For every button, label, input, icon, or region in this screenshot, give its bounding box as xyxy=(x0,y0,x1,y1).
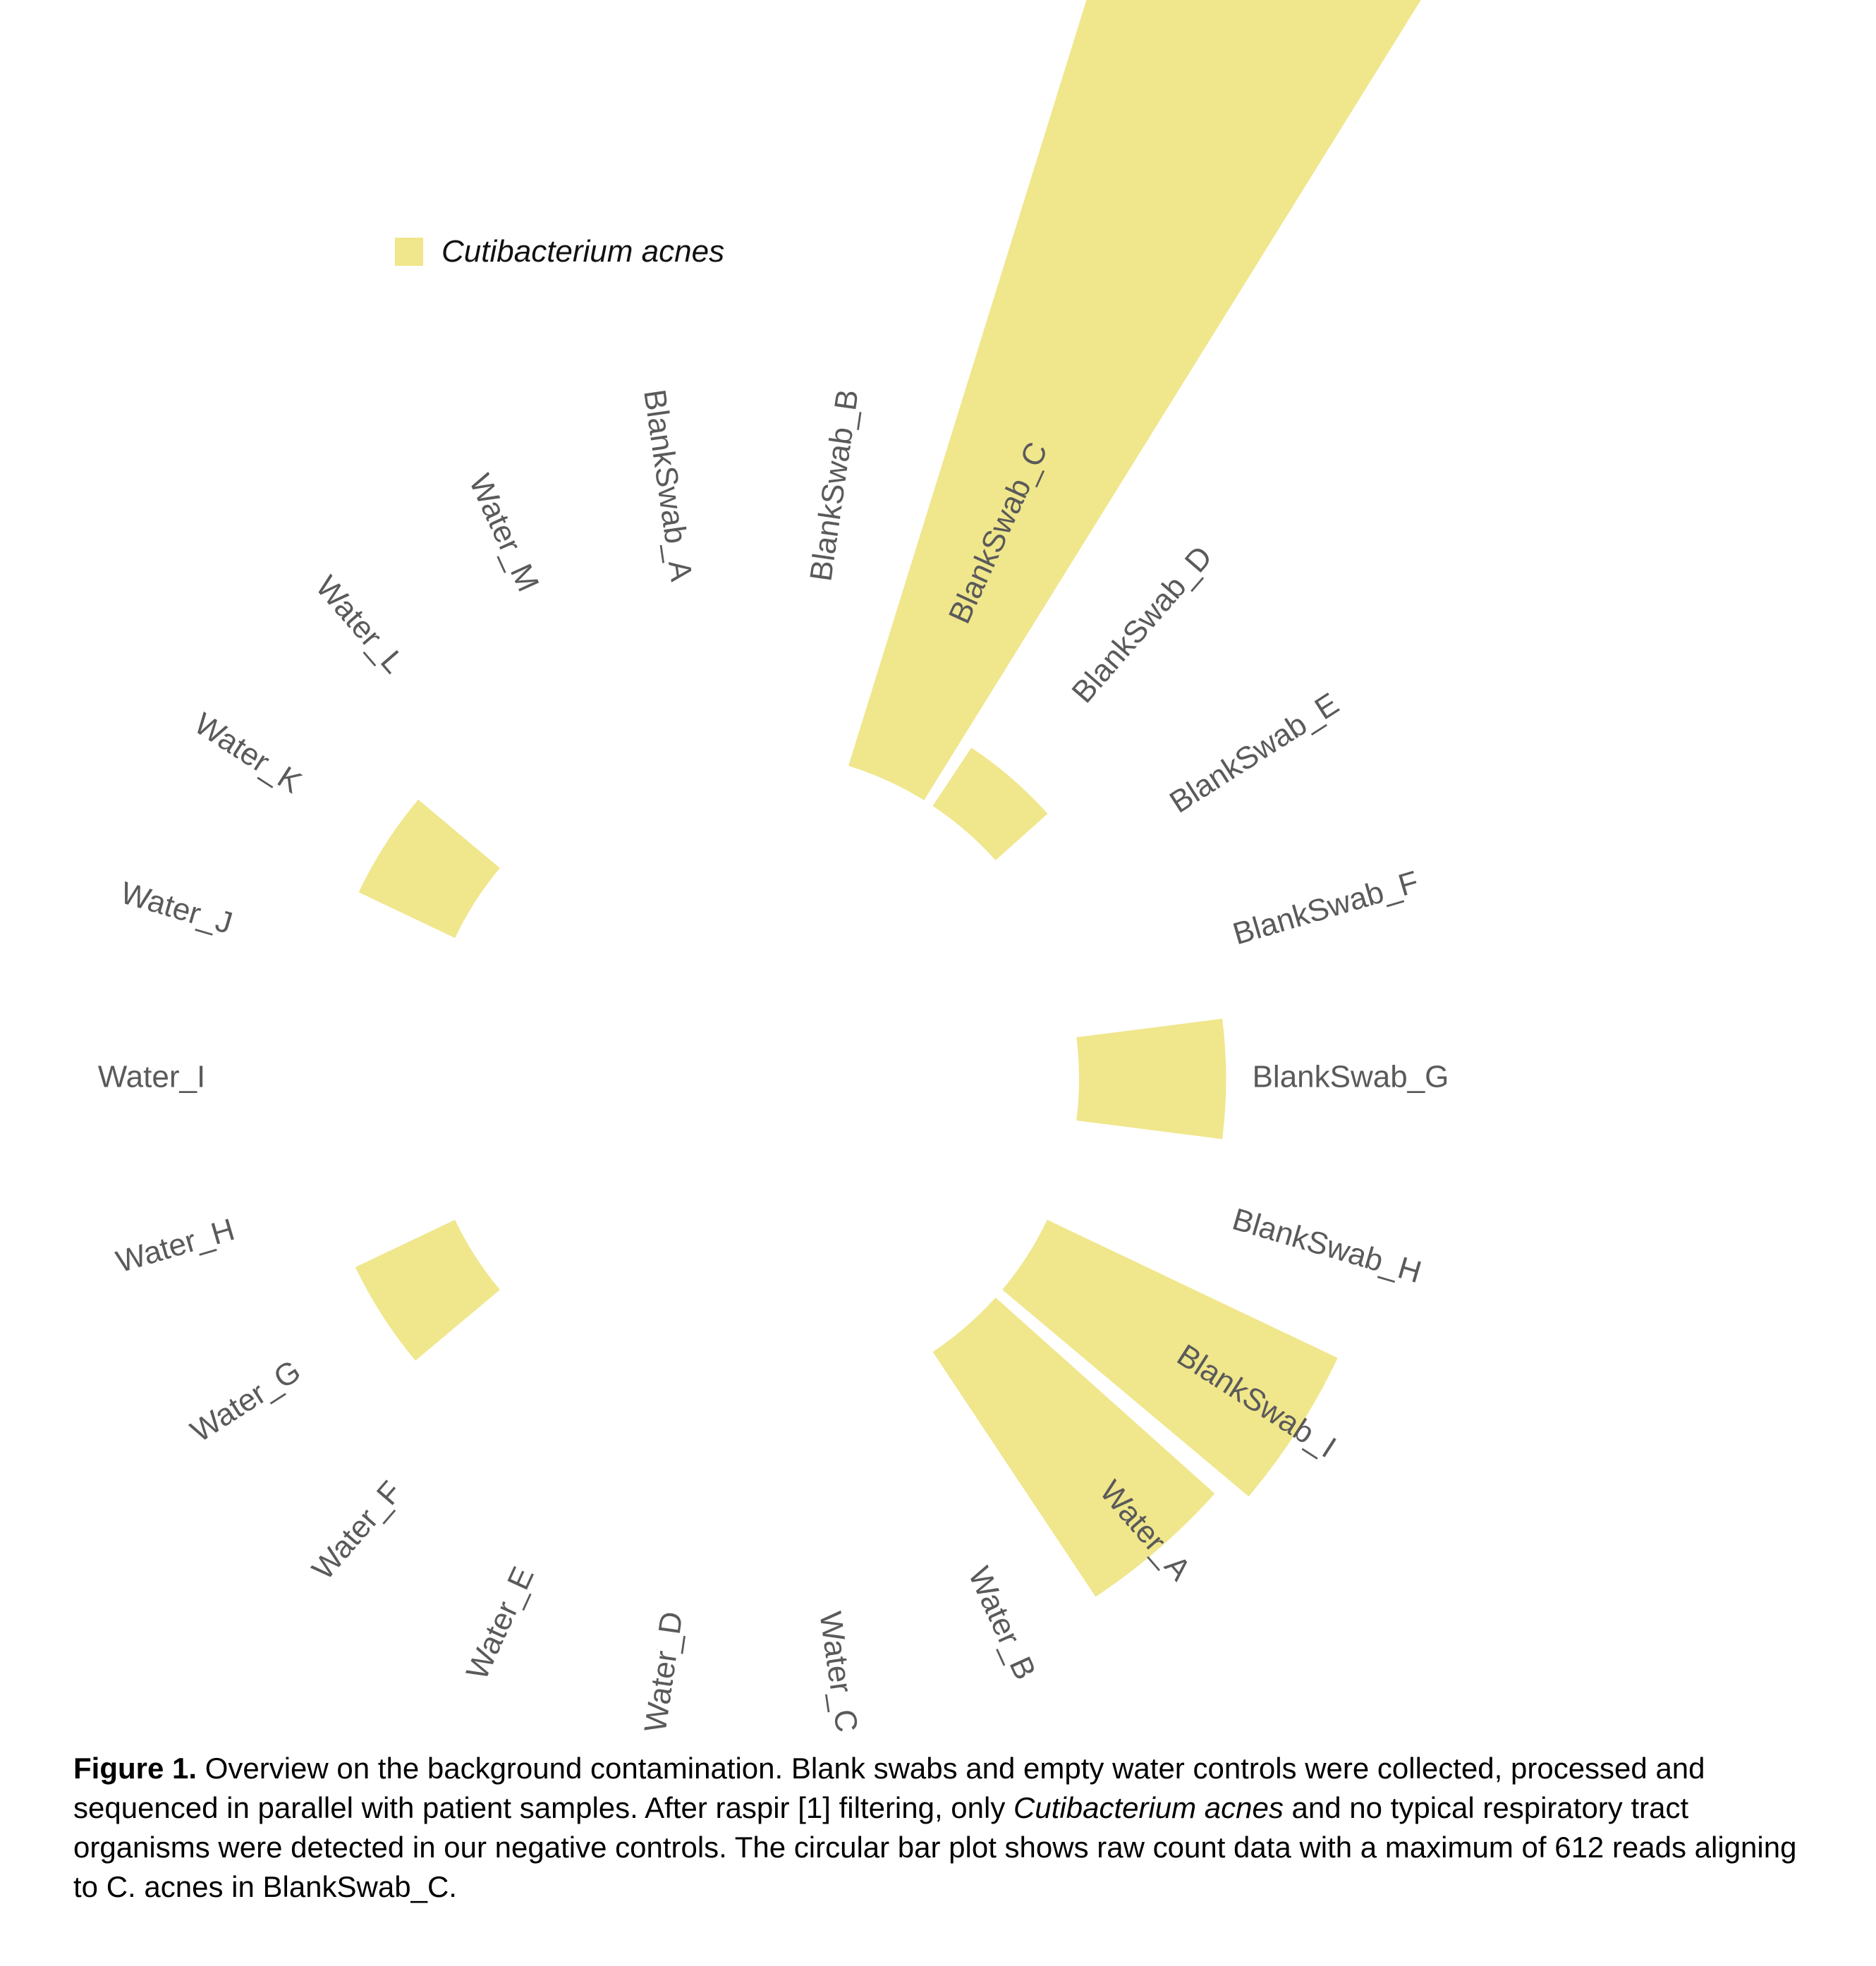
category-label-water-k: Water_K xyxy=(188,707,307,800)
category-labels-layer: BlankSwab_A BlankSwab_B BlankSwab_C BlankSw… xyxy=(98,387,1449,1734)
bar-water-k xyxy=(358,799,500,939)
category-label-water-m: Water_M xyxy=(462,469,545,597)
caption-label: Figure 1. xyxy=(73,1752,197,1785)
category-label-water-e: Water_E xyxy=(460,1562,541,1685)
figure-caption: Figure 1. Overview on the background con… xyxy=(73,1749,1822,1907)
category-label-blankswab-e: BlankSwab_E xyxy=(1164,686,1345,819)
category-label-water-c: Water_C xyxy=(812,1609,864,1734)
category-label-water-g: Water_G xyxy=(185,1353,307,1449)
category-label-blankswab-a: BlankSwab_A xyxy=(637,387,699,584)
category-label-blankswab-b: BlankSwab_B xyxy=(803,387,865,583)
bar-water-a xyxy=(932,1297,1215,1597)
category-label-blankswab-h: BlankSwab_H xyxy=(1229,1202,1425,1290)
caption-text-part2: and no typical respiratory tract organis… xyxy=(73,1791,1797,1903)
category-label-water-b: Water_B xyxy=(961,1562,1042,1685)
category-label-blankswab-g: BlankSwab_G xyxy=(1253,1060,1449,1094)
bar-blankswab-i xyxy=(1002,1219,1338,1497)
bars-layer xyxy=(355,0,1421,1597)
category-label-water-l: Water_L xyxy=(309,569,411,680)
category-label-water-i: Water_I xyxy=(98,1060,205,1094)
bar-blankswab-c xyxy=(848,0,1421,800)
bar-water-g xyxy=(355,1219,500,1361)
caption-text-part1: Overview on the background contamination… xyxy=(73,1752,1705,1824)
legend: Cutibacterium acnes xyxy=(395,234,724,269)
category-label-water-d: Water_D xyxy=(638,1609,690,1734)
legend-swatch xyxy=(395,238,423,266)
category-label-blankswab-f: BlankSwab_F xyxy=(1229,865,1423,952)
legend-label: Cutibacterium acnes xyxy=(441,234,725,269)
category-label-water-j: Water_J xyxy=(117,875,236,941)
category-label-water-h: Water_H xyxy=(112,1212,238,1279)
bar-blankswab-d xyxy=(932,747,1048,861)
category-label-water-f: Water_F xyxy=(305,1474,408,1586)
bar-blankswab-g xyxy=(1076,1018,1226,1140)
caption-organism: Cutibacterium acnes xyxy=(1013,1791,1284,1824)
category-label-blankswab-d: BlankSwab_D xyxy=(1065,539,1219,709)
